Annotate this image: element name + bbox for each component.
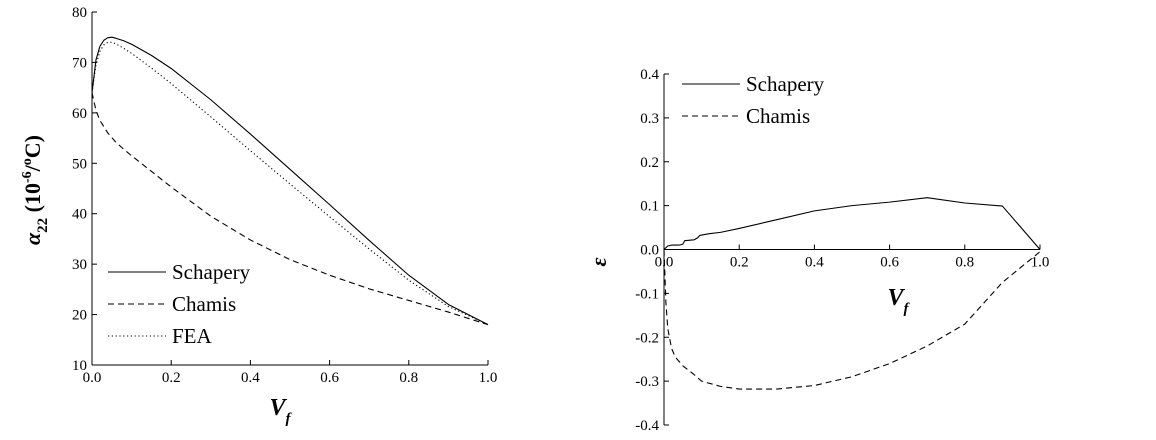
y-tick-label: 0.3 (640, 111, 659, 127)
series-line-chamis (91, 92, 489, 326)
x-tick-label: 0.8 (399, 370, 418, 386)
x-tick-label: 0.4 (805, 255, 824, 271)
x-tick-label: 1.0 (1031, 255, 1050, 271)
legend-label-fea: FEA (172, 324, 213, 348)
y-tick-label: 10 (72, 358, 87, 374)
x-axis-title: Vf (269, 395, 292, 427)
y-tick-label: 0.0 (640, 243, 659, 259)
series-line-chamis (663, 249, 1041, 390)
legend-label-schapery: Schapery (172, 260, 251, 284)
y-tick-label: 60 (72, 106, 87, 122)
series-line-schapery (91, 36, 489, 326)
y-tick-label: 20 (72, 308, 87, 324)
y-tick-label: 70 (72, 55, 87, 71)
x-tick-label: 0.2 (730, 255, 749, 271)
y-axis-title-close: C) (20, 135, 45, 158)
y-tick-label: -0.4 (635, 418, 659, 434)
y-tick-label: 80 (72, 5, 87, 21)
left-chart-alpha22: 10 20 30 40 50 60 70 80 0.0 0.2 0.4 0.6 0.8 1.0 Vf α22 … (20, 5, 497, 427)
x-axis-title: Vf (887, 285, 910, 317)
y-axis-title: α22 (10-6/oC) (20, 135, 51, 245)
y-axis-title-sub: 22 (35, 218, 51, 233)
legend-label-chamis: Chamis (746, 104, 810, 128)
legend-label-chamis: Chamis (172, 292, 236, 316)
x-tick-label: 0.6 (880, 255, 899, 271)
y-axis-title-alpha: α (20, 232, 45, 245)
y-axis-title-degree: o (20, 158, 35, 165)
x-tick-label: 0.8 (955, 255, 974, 271)
x-axis-title-sub: f (286, 411, 293, 427)
y-tick-label: 0.4 (640, 67, 659, 83)
x-tick-label: 0.4 (241, 370, 260, 386)
x-axis-title-main: V (887, 285, 905, 311)
series-line-schapery (663, 197, 1041, 250)
y-tick-label: -0.2 (635, 330, 659, 346)
legend-label-schapery: Schapery (746, 72, 825, 96)
y-axis-title-sup: -6 (20, 171, 35, 183)
x-tick-label: 0.6 (320, 370, 339, 386)
x-tick-label: 0.2 (162, 370, 181, 386)
x-axis-title-sub: f (904, 301, 911, 317)
y-tick-label: 50 (72, 156, 87, 172)
y-tick-label: 30 (72, 257, 87, 273)
y-axis-title-slash: / (20, 164, 45, 172)
y-tick-label: 0.1 (640, 199, 659, 215)
y-tick-label: 0.2 (640, 155, 659, 171)
x-tick-label: 0.0 (83, 370, 102, 386)
y-axis-title: ε (586, 257, 611, 266)
y-tick-label: -0.3 (635, 374, 659, 390)
y-tick-label: -0.1 (635, 286, 659, 302)
x-axis-title-main: V (269, 395, 287, 421)
y-axis-title-paren: (10 (20, 183, 45, 218)
y-tick-label: 40 (72, 207, 87, 223)
right-chart-epsilon: -0.4-0.3-0.2-0.10.00.10.20.30.40.0 0.2 0.4… (586, 67, 1049, 434)
x-tick-label: 1.0 (479, 370, 498, 386)
series-line-fea (91, 41, 489, 326)
